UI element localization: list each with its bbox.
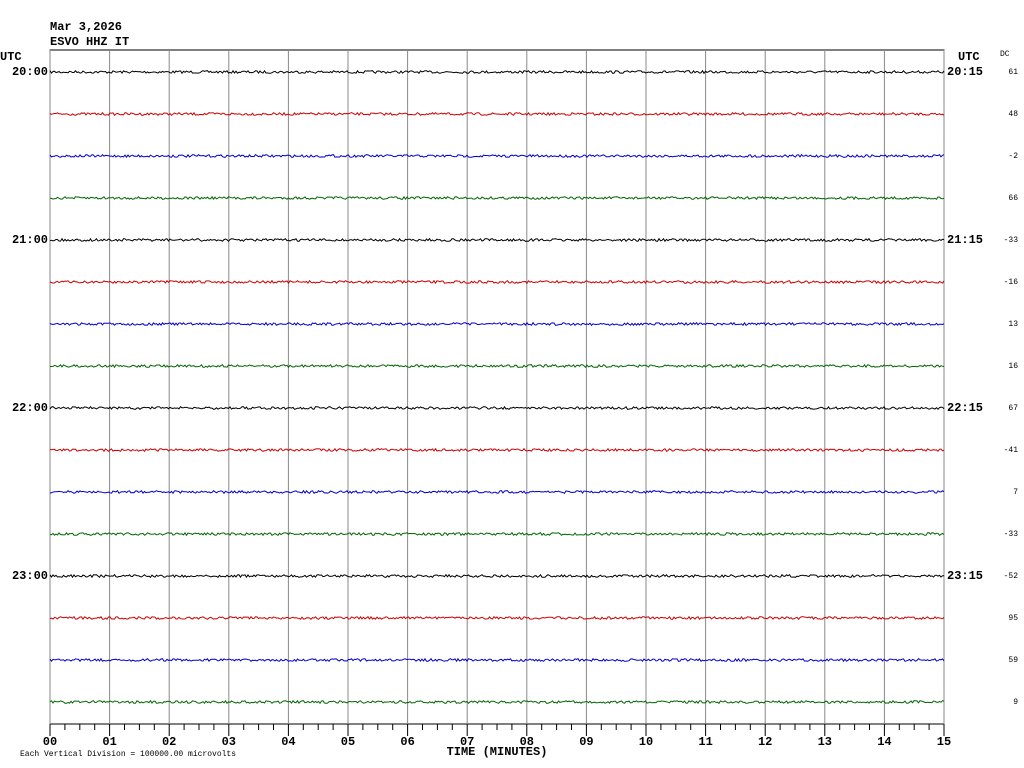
trace [49, 321, 945, 327]
x-axis-label: TIME (MINUTES) [447, 745, 548, 759]
x-tick-label: 06 [400, 735, 414, 749]
dc-offset: 48 [1008, 110, 1018, 119]
plot-frame [49, 49, 945, 725]
x-tick-label: 04 [281, 735, 295, 749]
footnote: Each Vertical Division = 100000.00 micro… [20, 750, 236, 759]
dc-offset: 13 [1008, 320, 1018, 329]
trace [49, 69, 945, 75]
dc-offset: 66 [1008, 194, 1018, 203]
x-tick-label: 00 [43, 735, 57, 749]
dc-offset: 16 [1008, 362, 1018, 371]
trace [49, 195, 945, 201]
x-tick-label: 02 [162, 735, 176, 749]
trace [49, 531, 945, 537]
trace [49, 573, 944, 579]
dc-offset: -2 [1008, 152, 1018, 161]
trace [49, 237, 945, 243]
x-tick-label: 10 [639, 735, 653, 749]
x-tick-label: 15 [937, 735, 951, 749]
dc-offset: -52 [1004, 572, 1019, 581]
x-tick-label: 05 [341, 735, 355, 749]
dc-offset: 67 [1008, 404, 1018, 413]
row-time-right: 21:15 [947, 233, 983, 247]
dc-offset: 95 [1008, 614, 1018, 623]
x-tick-label: 08 [520, 735, 534, 749]
dc-offset: 9 [1013, 698, 1018, 707]
trace [49, 615, 945, 621]
row-time-left: 21:00 [12, 233, 48, 247]
x-tick-label: 12 [758, 735, 772, 749]
trace [49, 153, 945, 159]
dc-label: DC [1000, 50, 1010, 59]
x-tick-label: 01 [102, 735, 116, 749]
row-time-left: 20:00 [12, 65, 48, 79]
trace [49, 279, 945, 285]
trace [49, 447, 945, 453]
x-tick-label: 14 [877, 735, 891, 749]
trace [50, 363, 945, 369]
dc-offset: -41 [1004, 446, 1019, 455]
dc-offset: 61 [1008, 68, 1018, 77]
row-time-left: 23:00 [12, 569, 48, 583]
row-time-left: 22:00 [12, 401, 48, 415]
row-time-right: 22:15 [947, 401, 983, 415]
station: ESVO HHZ IT [50, 35, 129, 49]
left-axis-label: UTC [0, 50, 22, 64]
trace [49, 489, 945, 495]
x-tick-label: 07 [460, 735, 474, 749]
trace [49, 657, 945, 663]
x-tick-label: 13 [818, 735, 832, 749]
trace [49, 699, 945, 705]
dc-offset: -16 [1004, 278, 1019, 287]
dc-offset: 59 [1008, 656, 1018, 665]
dc-offset: 7 [1013, 488, 1018, 497]
trace [49, 111, 945, 117]
row-time-right: 23:15 [947, 569, 983, 583]
x-tick-label: 11 [698, 735, 712, 749]
row-time-right: 20:15 [947, 65, 983, 79]
chart-title: Mar 3,2026 [50, 20, 122, 34]
trace [49, 405, 945, 411]
dc-offset: -33 [1004, 236, 1019, 245]
dc-offset: -33 [1004, 530, 1019, 539]
x-tick-label: 03 [222, 735, 236, 749]
right-axis-label: UTC [958, 50, 980, 64]
x-tick-label: 09 [579, 735, 593, 749]
